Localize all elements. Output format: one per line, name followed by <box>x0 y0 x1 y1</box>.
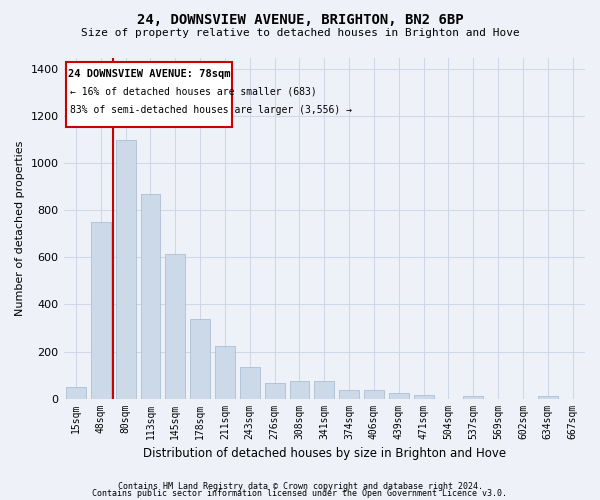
Bar <box>215 346 235 399</box>
Text: 24 DOWNSVIEW AVENUE: 78sqm: 24 DOWNSVIEW AVENUE: 78sqm <box>68 70 230 80</box>
Y-axis label: Number of detached properties: Number of detached properties <box>15 140 25 316</box>
FancyBboxPatch shape <box>66 62 232 127</box>
Bar <box>290 381 310 398</box>
Bar <box>91 222 111 398</box>
Bar <box>314 381 334 398</box>
Bar <box>140 194 160 398</box>
Bar <box>364 390 384 398</box>
Text: 83% of semi-detached houses are larger (3,556) →: 83% of semi-detached houses are larger (… <box>70 104 352 115</box>
Bar <box>538 396 557 398</box>
Text: 24, DOWNSVIEW AVENUE, BRIGHTON, BN2 6BP: 24, DOWNSVIEW AVENUE, BRIGHTON, BN2 6BP <box>137 12 463 26</box>
Bar <box>116 140 136 398</box>
Text: Contains HM Land Registry data © Crown copyright and database right 2024.: Contains HM Land Registry data © Crown c… <box>118 482 482 491</box>
Bar <box>463 396 483 398</box>
Bar <box>339 390 359 398</box>
Bar <box>190 318 210 398</box>
Bar <box>66 387 86 398</box>
Text: ← 16% of detached houses are smaller (683): ← 16% of detached houses are smaller (68… <box>70 87 316 97</box>
X-axis label: Distribution of detached houses by size in Brighton and Hove: Distribution of detached houses by size … <box>143 447 506 460</box>
Bar <box>389 392 409 398</box>
Bar <box>240 367 260 398</box>
Text: Size of property relative to detached houses in Brighton and Hove: Size of property relative to detached ho… <box>80 28 520 38</box>
Bar <box>265 384 284 398</box>
Bar <box>413 395 434 398</box>
Text: Contains public sector information licensed under the Open Government Licence v3: Contains public sector information licen… <box>92 490 508 498</box>
Bar <box>166 254 185 398</box>
